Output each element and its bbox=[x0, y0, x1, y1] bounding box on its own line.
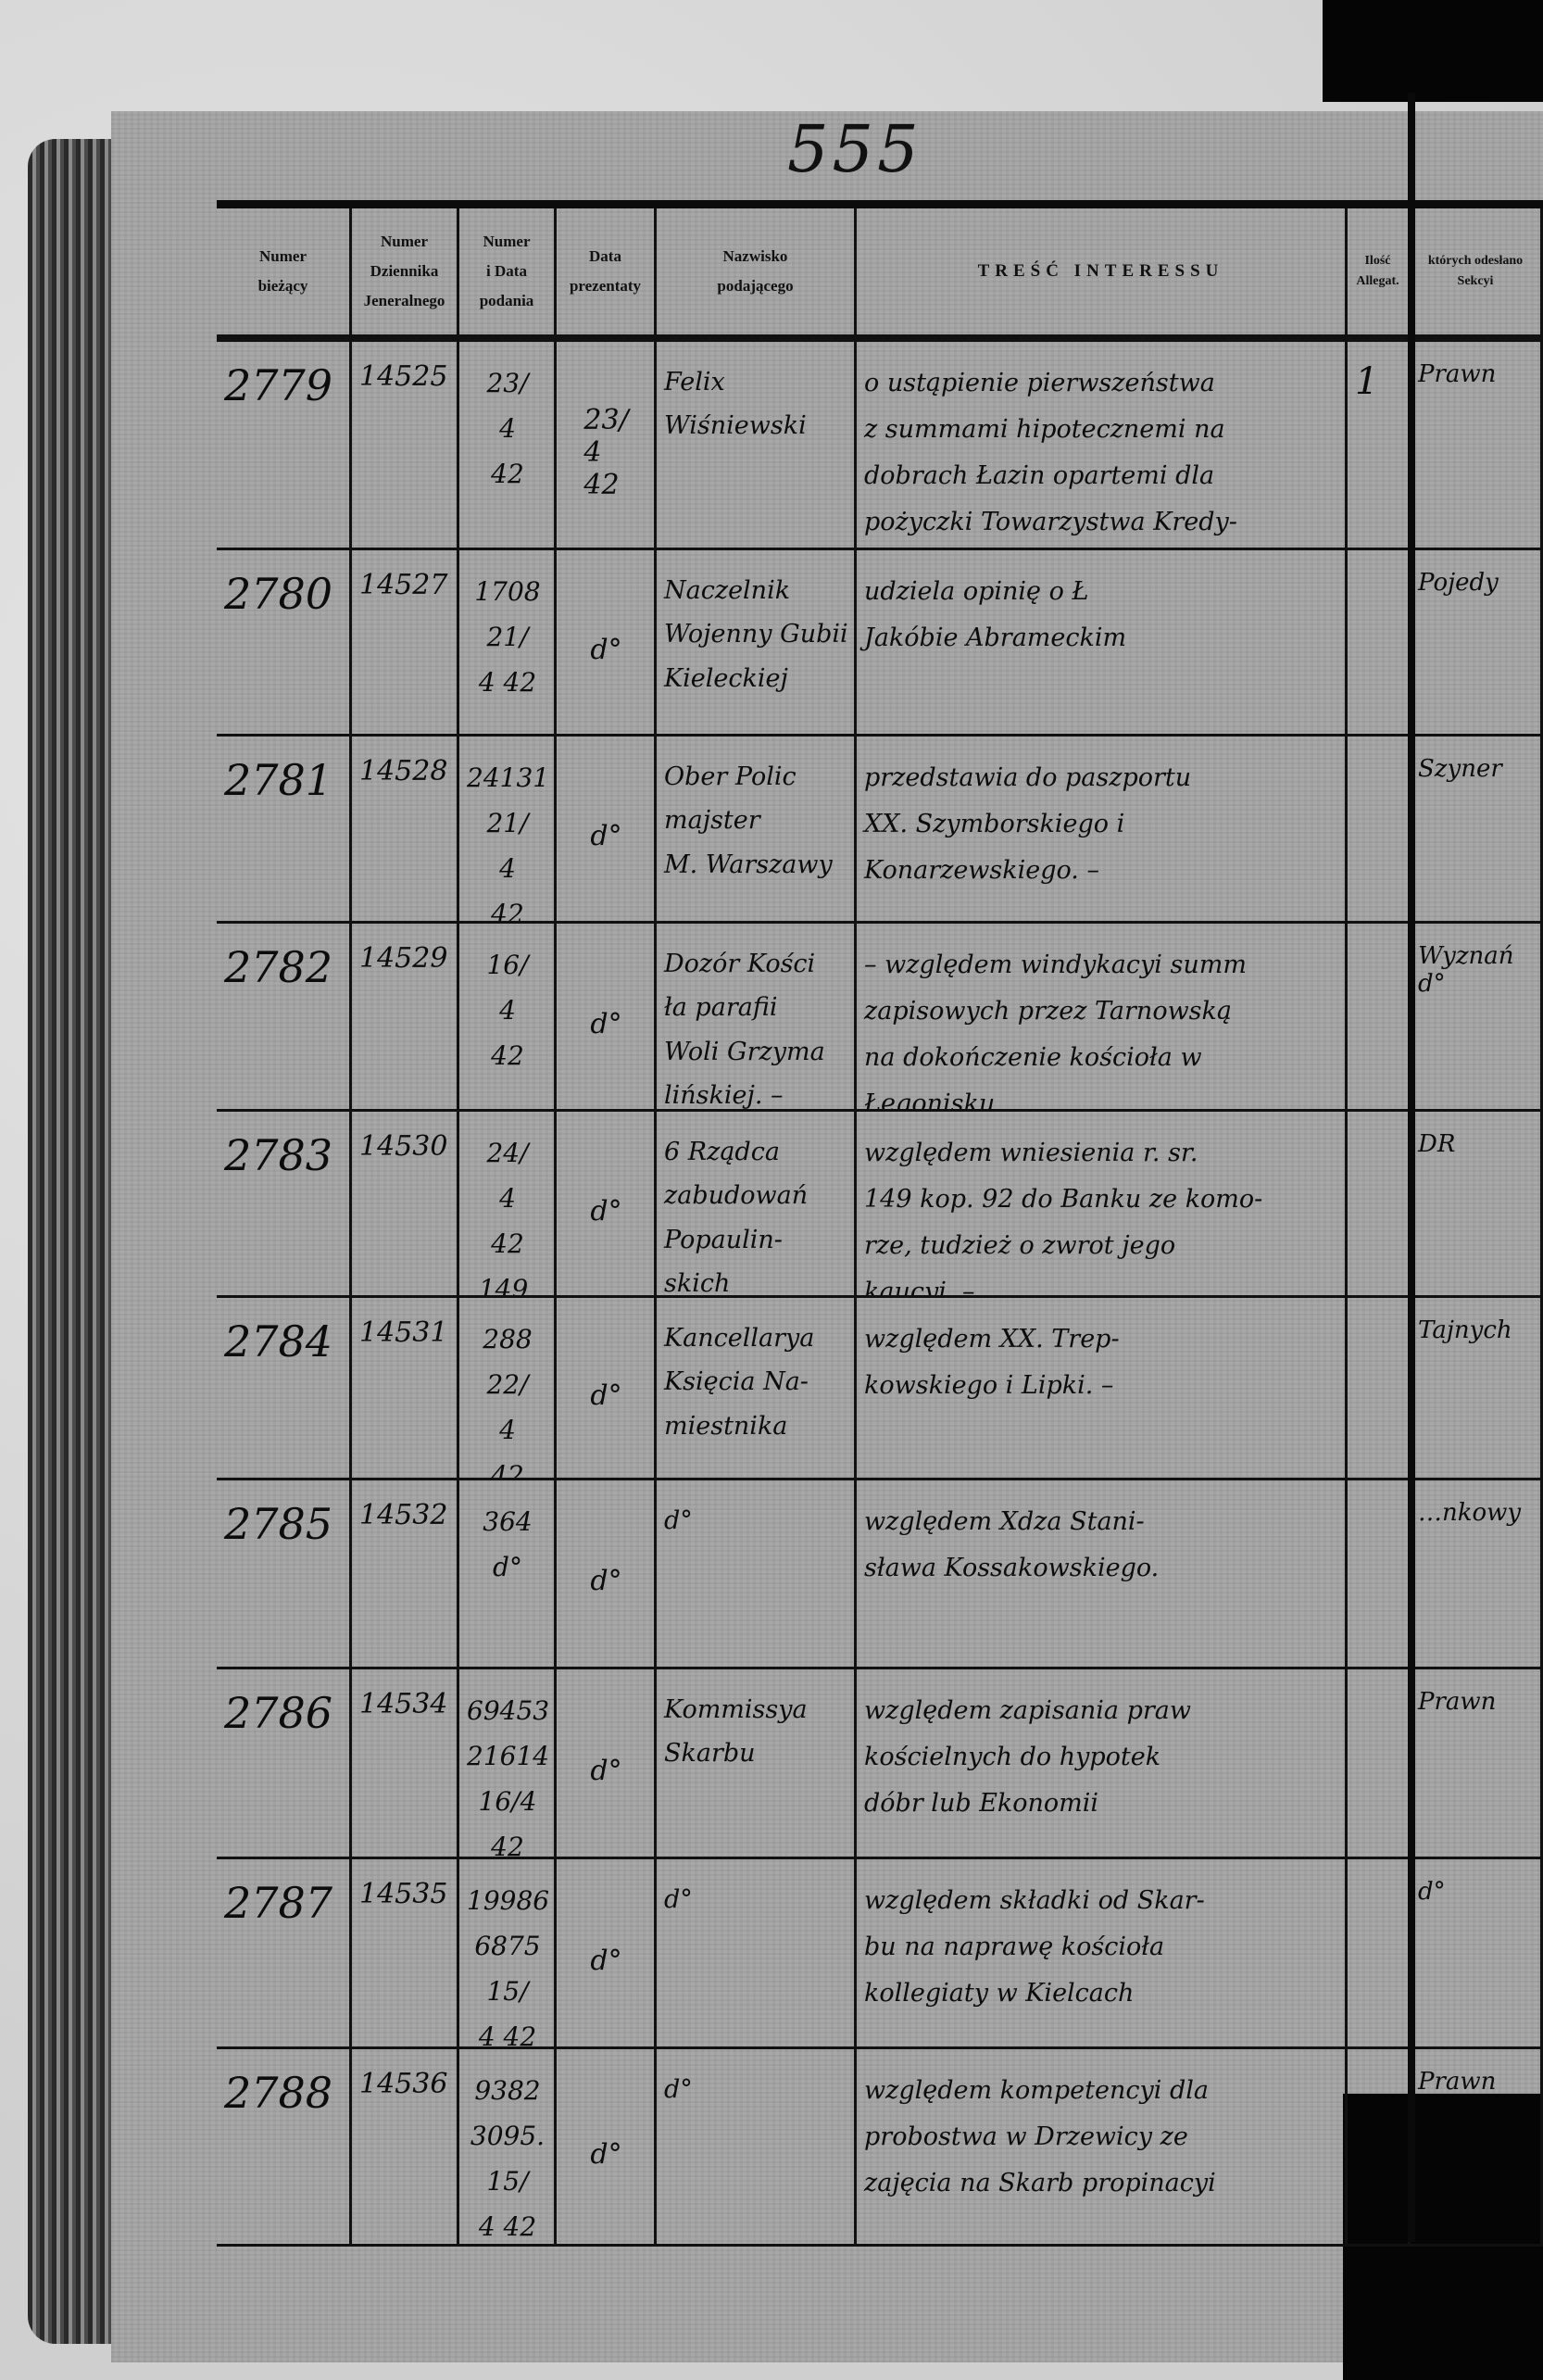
cell-tresc: względem składki od Skar- bu na naprawę … bbox=[857, 1859, 1348, 2049]
cell-allegaty bbox=[1348, 550, 1411, 737]
cell-allegaty bbox=[1348, 1298, 1411, 1480]
header-numer-dziennika: Numer Dziennika Jeneralnego bbox=[352, 208, 459, 342]
cell-sekcja: Wyznań d° bbox=[1411, 924, 1543, 1112]
cell-dziennik: 14535 bbox=[352, 1859, 459, 2049]
cell-numer: 2779 bbox=[217, 342, 352, 550]
cell-numer: 2788 bbox=[217, 2049, 352, 2247]
cell-sekcja: …nkowy bbox=[1411, 1480, 1543, 1669]
cell-sekcja: Prawn bbox=[1411, 1669, 1543, 1859]
cell-nazwisko: d° bbox=[657, 2049, 857, 2247]
cell-dziennik: 14530 bbox=[352, 1112, 459, 1298]
cell-tresc: względem Xdza Stani- sława Kossakowskieg… bbox=[857, 1480, 1348, 1669]
cell-nazwisko: d° bbox=[657, 1480, 857, 1669]
cell-tresc: – względem windykacyi summ zapisowych pr… bbox=[857, 924, 1348, 1112]
cell-numer: 2785 bbox=[217, 1480, 352, 1669]
cell-tresc: względem wniesienia r. sr. 149 kop. 92 d… bbox=[857, 1112, 1348, 1298]
header-data-prezentaty: Data prezentaty bbox=[557, 208, 657, 342]
cell-podanie: 24/ 4 42 149. bbox=[459, 1112, 557, 1298]
cell-allegaty bbox=[1348, 737, 1411, 924]
cell-nazwisko: d° bbox=[657, 1859, 857, 2049]
header-numer-biezacy: Numer bieżący bbox=[217, 208, 352, 342]
cell-tresc: przedstawia do paszportu XX. Szymborskie… bbox=[857, 737, 1348, 924]
page-gutter-line bbox=[1408, 93, 1415, 2242]
cell-dziennik: 14531 bbox=[352, 1298, 459, 1480]
cell-podanie: 23/ 4 42 bbox=[459, 342, 557, 550]
register-table: Numer bieżący Numer Dziennika Jeneralneg… bbox=[217, 200, 1543, 2247]
cell-dziennik: 14532 bbox=[352, 1480, 459, 1669]
cell-tresc: względem XX. Trep- kowskiego i Lipki. – bbox=[857, 1298, 1348, 1480]
cell-prezentata: d° bbox=[557, 1298, 657, 1480]
cell-numer: 2784 bbox=[217, 1298, 352, 1480]
cell-allegaty: 1 bbox=[1348, 342, 1411, 550]
header-tresc-interessu: TREŚĆ INTERESSU bbox=[857, 208, 1348, 342]
cell-prezentata: d° bbox=[557, 550, 657, 737]
cell-podanie: 364 d° bbox=[459, 1480, 557, 1669]
cell-numer: 2781 bbox=[217, 737, 352, 924]
header-nazwisko: Nazwisko podającego bbox=[657, 208, 857, 342]
cell-prezentata: d° bbox=[557, 924, 657, 1112]
cell-numer: 2787 bbox=[217, 1859, 352, 2049]
cell-prezentata: d° bbox=[557, 2049, 657, 2247]
cell-nazwisko: Ober Polic majster M. Warszawy bbox=[657, 737, 857, 924]
cell-numer: 2783 bbox=[217, 1112, 352, 1298]
cell-tresc: udziela opinię o Ł Jakóbie Abrameckim bbox=[857, 550, 1348, 737]
cell-dziennik: 14528 bbox=[352, 737, 459, 924]
cell-allegaty bbox=[1348, 1669, 1411, 1859]
cell-nazwisko: Kancellarya Księcia Na- miestnika bbox=[657, 1298, 857, 1480]
cell-dziennik: 14536 bbox=[352, 2049, 459, 2247]
cell-prezentata: d° bbox=[557, 737, 657, 924]
cell-nazwisko: Felix Wiśniewski bbox=[657, 342, 857, 550]
cell-sekcja: Pojedy bbox=[1411, 550, 1543, 737]
cell-prezentata: d° bbox=[557, 1480, 657, 1669]
page-number: 555 bbox=[787, 111, 922, 187]
cell-tresc: względem zapisania praw kościelnych do h… bbox=[857, 1669, 1348, 1859]
cell-prezentata: 23/ 4 42 bbox=[557, 342, 657, 550]
cell-sekcja: Prawn bbox=[1411, 342, 1543, 550]
cell-sekcja: Prawn bbox=[1411, 2049, 1543, 2247]
cell-allegaty bbox=[1348, 2049, 1411, 2247]
cell-podanie: 1708 21/ 4 42 bbox=[459, 550, 557, 737]
cell-sekcja: Tajnych bbox=[1411, 1298, 1543, 1480]
cell-allegaty bbox=[1348, 1480, 1411, 1669]
scan-border-bottom-right bbox=[1343, 2094, 1543, 2380]
cell-prezentata: d° bbox=[557, 1859, 657, 2049]
cell-dziennik: 14534 bbox=[352, 1669, 459, 1859]
cell-nazwisko: 6 Rządca zabudowań Popaulin- skich bbox=[657, 1112, 857, 1298]
cell-nazwisko: Kommissya Skarbu bbox=[657, 1669, 857, 1859]
cell-nazwisko: Naczelnik Wojenny Gubii Kieleckiej bbox=[657, 550, 857, 737]
cell-sekcja: DR bbox=[1411, 1112, 1543, 1298]
cell-dziennik: 14525 bbox=[352, 342, 459, 550]
cell-numer: 2782 bbox=[217, 924, 352, 1112]
cell-numer: 2786 bbox=[217, 1669, 352, 1859]
header-sekcja: których odesłano Sekcyi bbox=[1411, 208, 1543, 342]
cell-sekcja: Szyner bbox=[1411, 737, 1543, 924]
cell-podanie: 24131 21/ 4 42 bbox=[459, 737, 557, 924]
cell-allegaty bbox=[1348, 1859, 1411, 2049]
cell-podanie: 19986 6875 15/ 4 42 bbox=[459, 1859, 557, 2049]
cell-prezentata: d° bbox=[557, 1669, 657, 1859]
cell-podanie: 9382 3095. 15/ 4 42 bbox=[459, 2049, 557, 2247]
cell-dziennik: 14529 bbox=[352, 924, 459, 1112]
cell-tresc: o ustąpienie pierwszeństwa z summami hip… bbox=[857, 342, 1348, 550]
cell-allegaty bbox=[1348, 924, 1411, 1112]
cell-podanie: 16/ 4 42 bbox=[459, 924, 557, 1112]
header-numer-data-podania: Numer i Data podania bbox=[459, 208, 557, 342]
cell-podanie: 288 22/ 4 42 bbox=[459, 1298, 557, 1480]
cell-numer: 2780 bbox=[217, 550, 352, 737]
cell-nazwisko: Dozór Kości ła parafii Woli Grzyma lińsk… bbox=[657, 924, 857, 1112]
cell-podanie: 69453 21614 16/4 42 bbox=[459, 1669, 557, 1859]
cell-tresc: względem kompetencyi dla probostwa w Drz… bbox=[857, 2049, 1348, 2247]
cell-dziennik: 14527 bbox=[352, 550, 459, 737]
cell-allegaty bbox=[1348, 1112, 1411, 1298]
scan-border-top-right bbox=[1323, 0, 1543, 102]
cell-sekcja: d° bbox=[1411, 1859, 1543, 2049]
cell-prezentata: d° bbox=[557, 1112, 657, 1298]
header-allegaty: Ilość Allegat. bbox=[1348, 208, 1411, 342]
